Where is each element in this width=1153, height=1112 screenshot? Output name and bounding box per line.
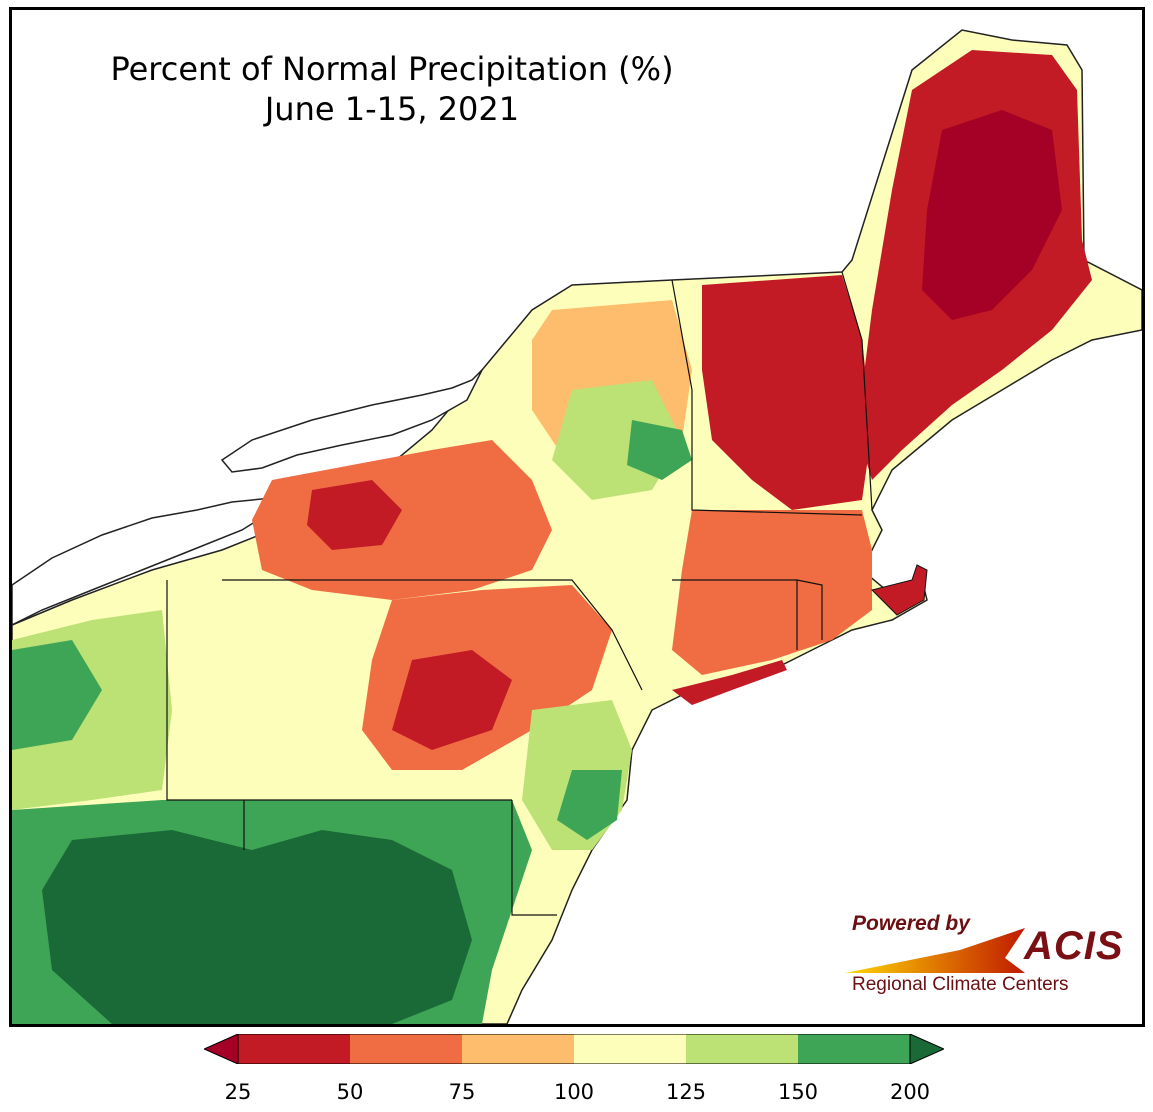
very-dry-area-maine [922, 110, 1062, 320]
colorbar-bin [238, 1034, 350, 1064]
map-title: Percent of Normal Precipitation (%) [110, 50, 674, 88]
colorbar-bin [350, 1034, 462, 1064]
logo-brand: ACIS [1024, 924, 1124, 968]
precipitation-map [12, 29, 1142, 1024]
wet-area-ny-central [627, 420, 692, 480]
colorbar-tick-label: 50 [336, 1080, 364, 1104]
logo-powered-by: Powered by [852, 912, 970, 935]
lake-ontario [220, 369, 483, 473]
colorbar-tick-label: 100 [553, 1080, 595, 1104]
dry-area-pa [392, 650, 512, 750]
colorbar-bin [462, 1034, 574, 1064]
wet-area-ohio [12, 640, 102, 750]
colorbar-tick-label: 125 [665, 1080, 707, 1104]
colorbar-over-arrow [909, 1034, 944, 1064]
logo-swoosh-icon [845, 928, 1025, 973]
colorbar-tick-label: 150 [777, 1080, 819, 1104]
colorbar-tick-label: 200 [889, 1080, 931, 1104]
below-area-sne [672, 510, 872, 675]
colorbar-bin [574, 1034, 686, 1064]
logo-tagline: Regional Climate Centers [852, 974, 1069, 995]
dry-area-ny-west [307, 480, 402, 550]
very-wet-area-south [42, 830, 472, 1024]
map-subtitle-date-range: June 1-15, 2021 [264, 90, 520, 128]
colorbar-tick-label: 75 [448, 1080, 476, 1104]
colorbar-frame [237, 1034, 911, 1064]
below-area-ny-west [252, 440, 552, 600]
colorbar-under-arrow [204, 1034, 239, 1064]
below-area-long-island [672, 660, 787, 705]
wet-area-nj [557, 770, 622, 840]
cape-cod [871, 564, 928, 616]
map-frame: Percent of Normal Precipitation (%) June… [9, 7, 1145, 1027]
dry-area-nh-vt [702, 275, 872, 510]
colorbar-tick-label: 25 [224, 1080, 252, 1104]
acis-logo: Powered by ACIS Regional Climate Centers [840, 908, 1140, 1008]
colorbar-bin [686, 1034, 798, 1064]
colorbar-legend [204, 1034, 944, 1064]
colorbar-bin [798, 1034, 910, 1064]
state-borders [166, 271, 873, 916]
